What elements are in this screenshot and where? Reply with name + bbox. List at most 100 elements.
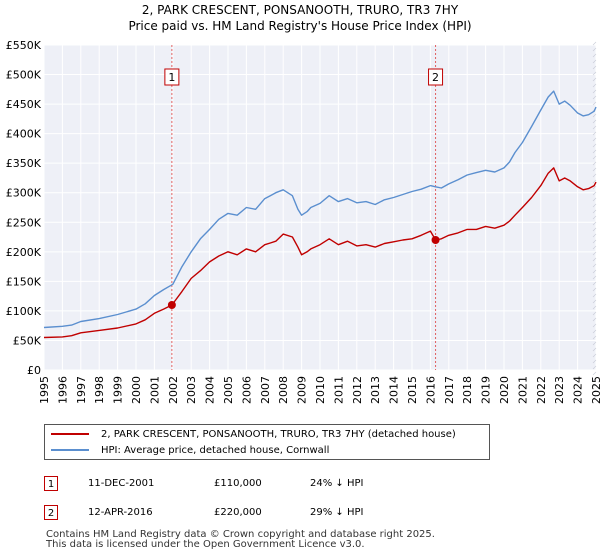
hatch-stroke [592, 65, 597, 70]
sale-number-badge: 2 [44, 505, 58, 520]
y-tick-label: £200K [6, 246, 42, 259]
x-tick-label: 2015 [406, 376, 419, 404]
hatch-stroke [592, 299, 597, 304]
x-tick-label: 2024 [572, 376, 585, 404]
y-tick-label: £450K [6, 98, 42, 111]
hatch-stroke [592, 221, 597, 226]
y-tick-label: £0 [27, 364, 41, 377]
x-tick-label: 2005 [222, 376, 235, 404]
hatch-stroke [592, 185, 597, 190]
hatch-stroke [592, 311, 597, 316]
legend-label-blue: HPI: Average price, detached house, Corn… [101, 445, 330, 456]
hatch-stroke [592, 95, 597, 100]
x-tick-label: 2011 [332, 376, 345, 404]
hatch-stroke [592, 131, 597, 136]
hatch-stroke [592, 173, 597, 178]
hatch-stroke [592, 371, 597, 376]
hatch-stroke [592, 83, 597, 88]
footer-line1: Contains HM Land Registry data © Crown c… [46, 529, 435, 540]
hatch-stroke [592, 53, 597, 58]
hatch-stroke [592, 395, 597, 400]
hatch-stroke [592, 89, 597, 94]
chart-title-line1: 2, PARK CRESCENT, PONSANOOTH, TRURO, TR3… [141, 3, 459, 17]
sale-point [167, 301, 176, 309]
hatch-stroke [592, 347, 597, 352]
hatch-stroke [592, 41, 597, 46]
legend-label-red: 2, PARK CRESCENT, PONSANOOTH, TRURO, TR3… [101, 429, 456, 440]
legend-item-hpi: HPI: Average price, detached house, Corn… [51, 443, 329, 459]
series-lines [43, 90, 597, 339]
x-tick-label: 2013 [369, 376, 382, 404]
footer-line2: This data is licensed under the Open Gov… [46, 539, 365, 550]
x-tick-label: 2019 [480, 376, 493, 404]
sale-price: £110,000 [214, 478, 262, 489]
hatch-stroke [592, 59, 597, 64]
hatch-stroke [592, 353, 597, 358]
hatch-stroke [592, 287, 597, 292]
sale-price: £220,000 [214, 507, 262, 518]
x-tick-label: 2020 [498, 376, 511, 404]
x-tick-label: 2010 [314, 376, 327, 404]
hpi-line [43, 90, 597, 329]
hatch-stroke [592, 47, 597, 52]
hatch-stroke [592, 215, 597, 220]
x-tick-label: 1998 [93, 376, 106, 404]
sale-hpi-diff: 24% ↓ HPI [310, 478, 364, 489]
x-tick-label: 1995 [38, 376, 51, 404]
hatch-stroke [592, 137, 597, 142]
hatch-stroke [592, 125, 597, 130]
x-tick-label: 2003 [185, 376, 198, 404]
x-tick-label: 1997 [75, 376, 88, 404]
x-tick-label: 2004 [204, 376, 217, 404]
hatch-stroke [592, 341, 597, 346]
hatch-stroke [592, 161, 597, 166]
hatch-stroke [592, 143, 597, 148]
x-tick-label: 2017 [443, 376, 456, 404]
annotation-label: 2 [432, 71, 439, 84]
hatch-stroke [592, 101, 597, 106]
hatch-stroke [592, 359, 597, 364]
hatch-stroke [592, 377, 597, 382]
y-tick-label: £100K [6, 305, 42, 318]
hatch-stroke [592, 233, 597, 238]
y-tick-label: £350K [6, 157, 42, 170]
x-tick-label: 1999 [112, 376, 125, 404]
legend-item-price-paid: 2, PARK CRESCENT, PONSANOOTH, TRURO, TR3… [51, 427, 456, 443]
y-tick-label: £50K [13, 334, 42, 347]
hatch-stroke [592, 389, 597, 394]
x-tick-label: 1996 [56, 376, 69, 404]
hatch-stroke [592, 263, 597, 268]
y-tick-label: £400K [6, 128, 42, 141]
x-tick-label: 2014 [388, 376, 401, 404]
y-tick-label: £300K [6, 187, 42, 200]
hatch-stroke [592, 149, 597, 154]
sale-point [431, 236, 440, 244]
sale-date: 11-DEC-2001 [88, 478, 155, 489]
hatch-stroke [592, 245, 597, 250]
x-tick-label: 2022 [535, 376, 548, 404]
chart-title-line2: Price paid vs. HM Land Registry's House … [128, 19, 472, 33]
x-tick-label: 2025 [590, 376, 600, 404]
legend-swatch-red [51, 433, 89, 435]
y-tick-label: £150K [6, 275, 42, 288]
legend-swatch-blue [51, 449, 89, 451]
price-paid-line [43, 167, 597, 339]
x-tick-label: 2001 [148, 376, 161, 404]
x-tick-label: 2007 [259, 376, 272, 404]
sale-hpi-diff: 29% ↓ HPI [310, 507, 364, 518]
hatch-stroke [592, 203, 597, 208]
x-tick-label: 2006 [240, 376, 253, 404]
hatch-stroke [592, 71, 597, 76]
hatch-stroke [592, 335, 597, 340]
hatch-stroke [592, 257, 597, 262]
hatch-stroke [592, 365, 597, 370]
legend: 2, PARK CRESCENT, PONSANOOTH, TRURO, TR3… [44, 424, 490, 460]
hatch-stroke [592, 251, 597, 256]
hatch-stroke [592, 239, 597, 244]
hatch-stroke [592, 167, 597, 172]
hatch-stroke [592, 155, 597, 160]
annotation-label: 1 [168, 71, 175, 84]
y-axis-ticks: £0 £50K £100K £150K £200K £250K £300K £350K £400… [6, 39, 42, 377]
